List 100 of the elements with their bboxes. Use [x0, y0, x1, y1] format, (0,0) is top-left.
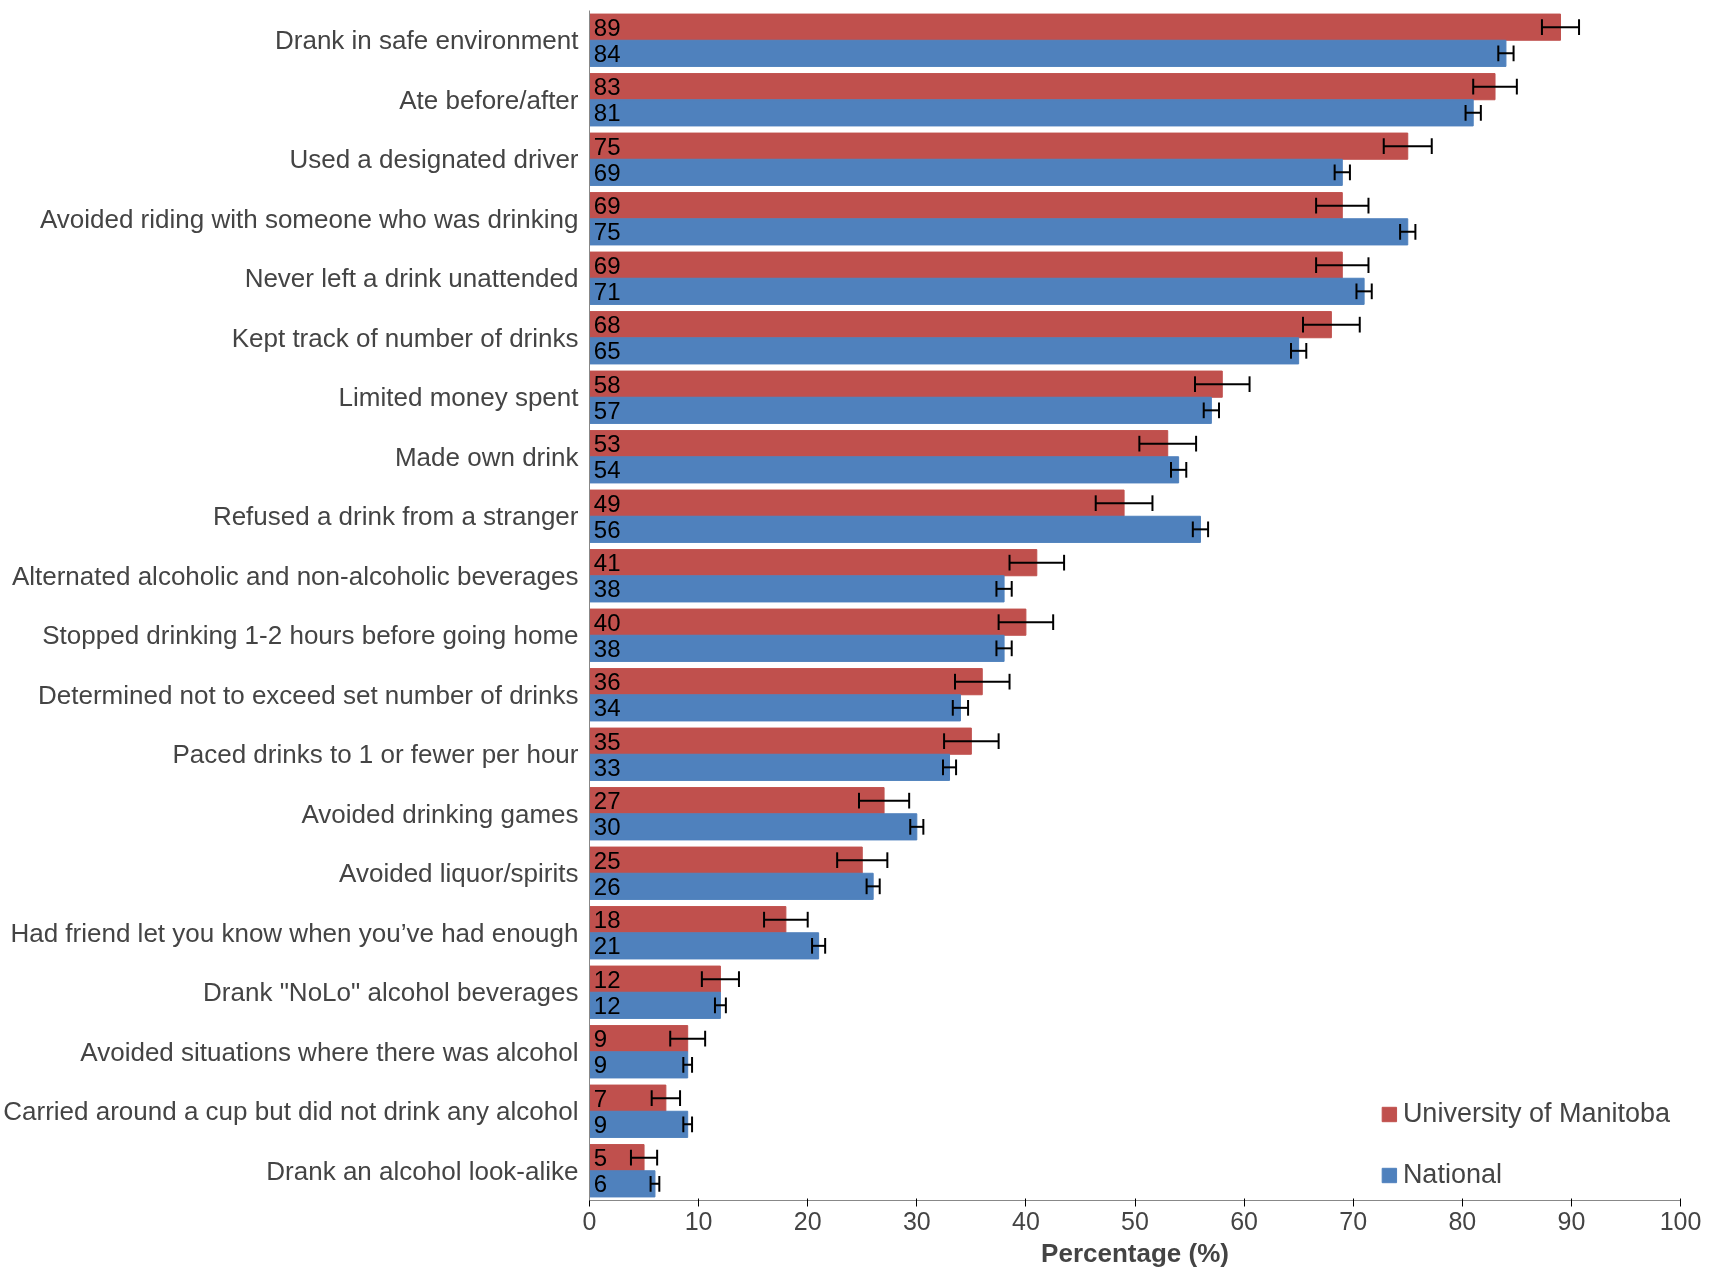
bar	[589, 906, 787, 934]
y-tick-label: Kept track of number of drinks	[231, 322, 579, 353]
data-label: 6	[593, 1170, 608, 1198]
bar	[589, 370, 1223, 398]
data-label: 75	[593, 218, 621, 246]
data-label: 69	[593, 158, 621, 186]
bar	[589, 251, 1343, 279]
data-label: 71	[593, 277, 621, 305]
bar	[589, 99, 1474, 127]
y-tick-label: Carried around a cup but did not drink any alcohol	[3, 1096, 579, 1127]
bar	[589, 932, 820, 960]
data-label: 65	[593, 337, 621, 365]
y-tick-label: Avoided liquor/spirits	[339, 858, 579, 889]
data-label: 25	[593, 846, 621, 874]
bar	[589, 965, 721, 993]
y-tick-label: Limited money spent	[338, 382, 580, 413]
bar	[589, 991, 721, 1019]
bar	[589, 515, 1201, 543]
data-label: 30	[593, 813, 621, 841]
bar	[589, 1025, 689, 1053]
data-label: 26	[593, 872, 621, 900]
bar	[589, 1051, 689, 1079]
bar	[589, 311, 1332, 339]
data-label: 41	[593, 549, 621, 577]
data-label: 83	[593, 73, 621, 101]
y-tick-label: Made own drink	[394, 441, 580, 472]
y-tick-label: Determined not to exceed set number of drinks	[38, 679, 579, 710]
data-label: 69	[593, 192, 621, 220]
data-label: 36	[593, 668, 621, 696]
data-label: 5	[593, 1144, 608, 1172]
bar	[589, 489, 1125, 517]
legend-label: National	[1402, 1159, 1502, 1190]
bar	[589, 132, 1409, 160]
bar	[589, 430, 1169, 458]
bar	[589, 846, 863, 874]
bar	[589, 192, 1343, 220]
x-tick-label: 0	[582, 1206, 597, 1235]
bar	[589, 549, 1038, 577]
bar	[589, 39, 1507, 67]
data-label: 49	[593, 489, 621, 517]
y-tick-label: Avoided riding with someone who was drinking	[39, 203, 579, 234]
data-label: 89	[593, 13, 621, 41]
y-tick-label: Refused a drink from a stranger	[212, 501, 579, 532]
bar	[589, 73, 1496, 101]
x-tick-label: 50	[1121, 1206, 1149, 1235]
data-label: 54	[593, 456, 621, 484]
bar	[589, 1110, 689, 1138]
bar	[589, 608, 1027, 636]
y-tick-label: Drank in safe environment	[275, 25, 580, 56]
bar	[589, 1084, 667, 1112]
data-label: 18	[593, 906, 621, 934]
bar	[589, 277, 1365, 305]
bar	[589, 753, 951, 781]
bar	[589, 813, 918, 841]
y-tick-label: Drank "NoLo" alcohol beverages	[203, 977, 579, 1008]
bar	[589, 634, 1005, 662]
bar	[589, 396, 1212, 424]
x-axis-title: Percentage (%)	[1041, 1237, 1229, 1268]
data-label: 38	[593, 634, 621, 662]
y-tick-label: Avoided situations where there was alcohol	[80, 1036, 579, 1067]
data-label: 81	[593, 99, 621, 127]
y-tick-label: Never left a drink unattended	[244, 263, 579, 294]
legend-label: University of Manitoba	[1402, 1098, 1670, 1129]
x-tick-label: 100	[1659, 1206, 1702, 1235]
data-label: 68	[593, 311, 621, 339]
data-label: 57	[593, 396, 621, 424]
data-label: 9	[593, 1051, 608, 1079]
bar	[589, 218, 1409, 246]
data-label: 27	[593, 787, 621, 815]
y-tick-label: Avoided drinking games	[301, 798, 579, 829]
data-label: 9	[593, 1025, 608, 1053]
x-tick-label: 80	[1448, 1206, 1477, 1235]
bar	[589, 1170, 656, 1198]
data-label: 9	[593, 1110, 608, 1138]
bar	[589, 456, 1180, 484]
data-label: 84	[593, 39, 621, 67]
data-label: 75	[593, 132, 621, 160]
data-label: 7	[593, 1084, 608, 1112]
bar	[589, 872, 874, 900]
y-tick-label: Paced drinks to 1 or fewer per hour	[172, 739, 579, 770]
y-tick-label: Drank an alcohol look-alike	[266, 1155, 579, 1186]
bar	[589, 158, 1343, 186]
y-tick-label: Had friend let you know when you’ve had enough	[10, 917, 579, 948]
data-label: 40	[593, 608, 621, 636]
data-label: 35	[593, 727, 621, 755]
data-label: 53	[593, 430, 621, 458]
x-tick-label: 20	[793, 1206, 822, 1235]
bar	[589, 575, 1005, 603]
x-tick-label: 30	[902, 1206, 931, 1235]
data-label: 12	[593, 991, 621, 1019]
data-label: 34	[593, 694, 621, 722]
x-tick-label: 40	[1012, 1206, 1040, 1235]
data-label: 69	[593, 251, 621, 279]
bar	[589, 787, 885, 815]
bar	[589, 13, 1561, 41]
bar	[589, 727, 972, 755]
y-tick-label: Ate before/after	[399, 84, 579, 115]
data-label: 58	[593, 370, 621, 398]
x-tick-label: 10	[684, 1206, 713, 1235]
bar	[589, 694, 961, 722]
